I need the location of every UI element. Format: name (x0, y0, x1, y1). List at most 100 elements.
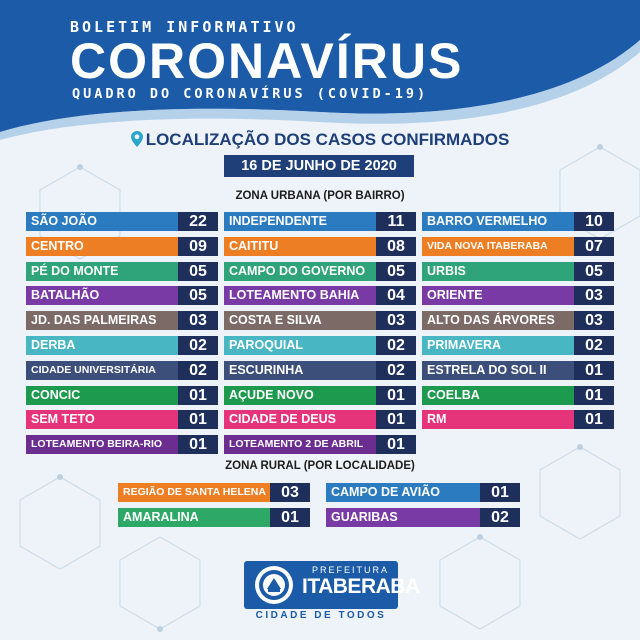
neighborhood-name: CIDADE UNIVERSITÁRIA (31, 363, 156, 376)
case-count: 03 (376, 311, 416, 331)
locality-name: REGIÃO DE SANTA HELENA (123, 486, 266, 498)
table-row: RM 01 (422, 410, 614, 430)
report-date: 16 DE JUNHO DE 2020 (224, 155, 414, 177)
case-count: 05 (574, 261, 614, 281)
neighborhood-name: PAROQUIAL (229, 338, 304, 352)
city-seal-icon (255, 566, 293, 604)
neighborhood-name: SEM TETO (31, 412, 95, 427)
table-row: ALTO DAS ÁRVORES 03 (422, 311, 614, 331)
neighborhood-name: COELBA (427, 387, 480, 402)
case-count: 03 (574, 286, 614, 306)
page-subtitle: QUADRO DO CORONAVÍRUS (COVID-19) (72, 86, 429, 102)
neighborhood-name: CIDADE DE DEUS (229, 412, 336, 427)
table-row: BARRO VERMELHO 10 (422, 212, 614, 231)
neighborhood-name: AÇUDE NOVO (229, 387, 314, 402)
neighborhood-name: BARRO VERMELHO (427, 214, 548, 228)
table-row: CAMPO DE AVIÃO 01 (326, 483, 520, 502)
page-title: CORONAVÍRUS (70, 33, 464, 89)
case-count: 01 (480, 483, 520, 502)
case-count: 01 (178, 435, 218, 455)
table-row: URBIS 05 (422, 261, 614, 281)
table-row: LOTEAMENTO BAHIA 04 (224, 286, 416, 306)
neighborhood-name: URBIS (427, 263, 466, 278)
case-count: 01 (270, 508, 310, 527)
table-row: CAMPO DO GOVERNO 05 (224, 261, 416, 281)
neighborhood-name: ESTRELA DO SOL II (427, 362, 547, 377)
table-row: COSTA E SILVA 03 (224, 311, 416, 331)
case-count: 02 (376, 360, 416, 380)
neighborhood-name: DERBA (31, 338, 76, 352)
case-count: 02 (178, 336, 218, 355)
neighborhood-name: ALTO DAS ÁRVORES (427, 313, 555, 328)
neighborhood-name: LOTEAMENTO BAHIA (229, 288, 360, 303)
table-row: REGIÃO DE SANTA HELENA 03 (118, 483, 310, 502)
case-count: 08 (376, 236, 416, 256)
table-row: GUARIBAS 02 (326, 508, 520, 527)
table-row: PÉ DO MONTE 05 (26, 261, 218, 281)
neighborhood-name: BATALHÃO (31, 288, 100, 303)
neighborhood-name: VIDA NOVA ITABERABA (427, 239, 548, 252)
neighborhood-name: CAMPO DO GOVERNO (229, 263, 366, 278)
table-row: VIDA NOVA ITABERABA 07 (422, 236, 614, 256)
city-name: ITABERABA (302, 575, 420, 598)
case-count: 05 (178, 286, 218, 306)
neighborhood-name: ORIENTE (427, 288, 483, 303)
case-count: 04 (376, 286, 416, 306)
table-row: SEM TETO 01 (26, 410, 218, 430)
neighborhood-name: COSTA E SILVA (229, 313, 322, 328)
case-count: 05 (376, 261, 416, 281)
case-count: 03 (270, 483, 310, 502)
neighborhood-name: SÃO JOÃO (31, 214, 97, 228)
table-row: JD. DAS PALMEIRAS 03 (26, 311, 218, 331)
table-row: PAROQUIAL 02 (224, 336, 416, 355)
table-row: LOTEAMENTO 2 DE ABRIL 01 (224, 435, 416, 455)
case-count: 02 (376, 336, 416, 355)
table-row: CAITITU 08 (224, 236, 416, 256)
table-row: COELBA 01 (422, 385, 614, 405)
table-row: LOTEAMENTO BEIRA-RIO 01 (26, 435, 218, 455)
neighborhood-name: ESCURINHA (229, 362, 304, 377)
table-row: DERBA 02 (26, 336, 218, 355)
case-count: 02 (574, 336, 614, 355)
neighborhood-name: LOTEAMENTO 2 DE ABRIL (229, 438, 364, 451)
table-row: INDEPENDENTE 11 (224, 212, 416, 231)
table-row: ORIENTE 03 (422, 286, 614, 306)
prefeitura-label: PREFEITURA (312, 565, 390, 575)
table-row: AMARALINA 01 (118, 508, 310, 527)
table-row: BATALHÃO 05 (26, 286, 218, 306)
neighborhood-name: PRIMAVERA (427, 338, 502, 352)
neighborhood-name: LOTEAMENTO BEIRA-RIO (31, 438, 163, 451)
case-count: 01 (574, 410, 614, 430)
case-count: 01 (178, 385, 218, 405)
case-count: 09 (178, 236, 218, 256)
table-row: CONCIC 01 (26, 385, 218, 405)
table-row: AÇUDE NOVO 01 (224, 385, 416, 405)
case-count: 05 (178, 261, 218, 281)
neighborhood-name: JD. DAS PALMEIRAS (31, 313, 157, 328)
location-heading-text: LOCALIZAÇÃO DOS CASOS CONFIRMADOS (145, 130, 510, 149)
neighborhood-name: CENTRO (31, 238, 84, 253)
location-heading: LOCALIZAÇÃO DOS CASOS CONFIRMADOS (0, 130, 640, 150)
neighborhood-name: RM (427, 412, 447, 427)
case-count: 10 (574, 212, 614, 231)
table-row: CIDADE DE DEUS 01 (224, 410, 416, 430)
case-count: 01 (376, 385, 416, 405)
case-count: 11 (376, 212, 416, 231)
case-count: 03 (178, 311, 218, 331)
locality-name: GUARIBAS (331, 510, 398, 524)
city-tagline: CIDADE DE TODOS (255, 610, 387, 621)
neighborhood-name: CONCIC (31, 387, 81, 402)
neighborhood-name: PÉ DO MONTE (31, 263, 119, 278)
itaberaba-logo: PREFEITURA ITABERABA (244, 561, 420, 609)
case-count: 02 (178, 360, 218, 380)
case-count: 01 (574, 360, 614, 380)
case-count: 07 (574, 236, 614, 256)
case-count: 01 (376, 410, 416, 430)
locality-name: CAMPO DE AVIÃO (331, 485, 441, 499)
locality-name: AMARALINA (123, 510, 199, 524)
case-count: 01 (178, 410, 218, 430)
case-count: 01 (574, 385, 614, 405)
neighborhood-name: INDEPENDENTE (229, 214, 327, 228)
case-count: 03 (574, 311, 614, 331)
table-row: PRIMAVERA 02 (422, 336, 614, 355)
